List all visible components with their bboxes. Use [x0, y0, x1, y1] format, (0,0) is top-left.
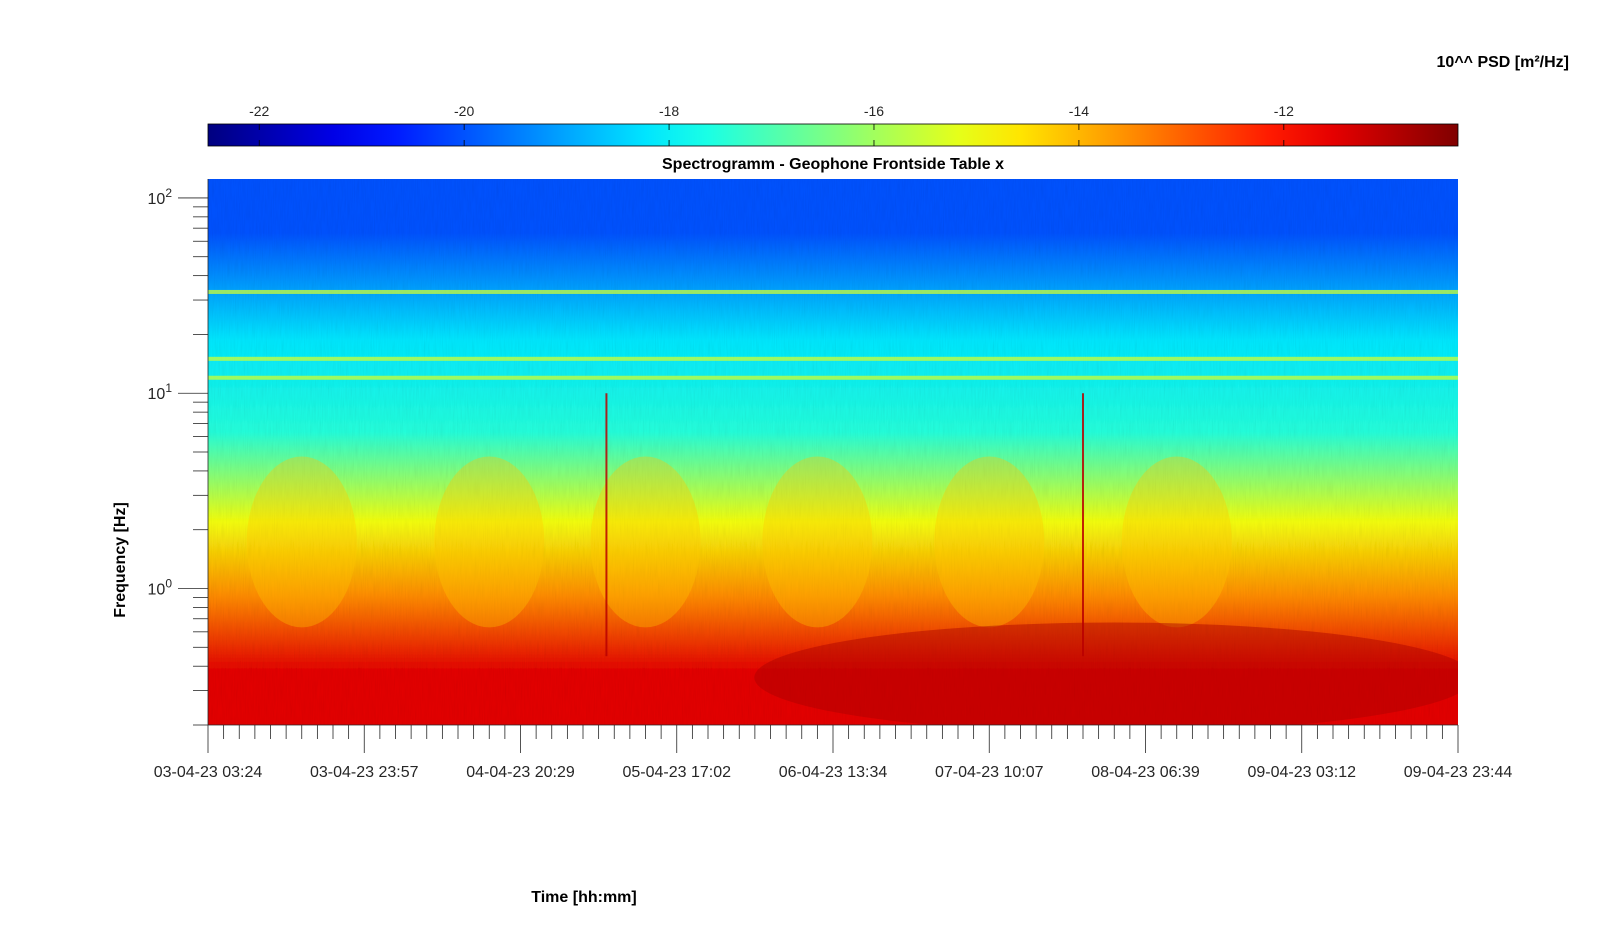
spectrogram-plot-area [208, 179, 1458, 725]
colorbar-label: 10^^ PSD [m²/Hz] [1437, 54, 1569, 71]
x-tick-label: 06-04-23 13:34 [779, 764, 888, 781]
x-tick-label: 09-04-23 03:12 [1247, 764, 1356, 781]
y-axis: 100 101 102 [148, 179, 209, 726]
x-tick-label: 03-04-23 23:57 [310, 764, 419, 781]
activity-blob [934, 456, 1045, 628]
y-tick-label: 100 [148, 577, 173, 599]
colorbar-tick-label: -12 [1274, 103, 1294, 119]
colorbar-bar [207, 123, 1459, 147]
x-tick-label: 03-04-23 03:24 [154, 764, 263, 781]
activity-blob [762, 456, 873, 628]
x-tick-label: 09-04-23 23:44 [1404, 764, 1513, 781]
y-axis-label: Frequency [Hz] [112, 502, 129, 618]
tonal-line [208, 289, 1458, 294]
spectrogram-overlays [208, 289, 1458, 725]
tonal-line [208, 375, 1458, 380]
spectrogram-image [208, 179, 1458, 725]
activity-blob [434, 456, 545, 628]
y-tick-label: 102 [148, 186, 173, 208]
x-tick-label: 07-04-23 10:07 [935, 764, 1044, 781]
colorbar: -22 -20 -18 -16 -14 -12 [207, 103, 1459, 147]
x-axis: 03-04-23 03:24 03-04-23 23:57 04-04-23 20:… [154, 724, 1513, 781]
x-axis-label: Time [hh:mm] [531, 889, 636, 906]
activity-blob [1121, 456, 1232, 628]
y-tick-label: 101 [148, 381, 173, 403]
colorbar-tick-label: -18 [659, 103, 679, 119]
activity-blob [246, 456, 357, 628]
x-tick-label: 05-04-23 17:02 [622, 764, 731, 781]
colorbar-tick-label: -20 [454, 103, 474, 119]
colorbar-tick-label: -22 [249, 103, 269, 119]
x-tick-label: 08-04-23 06:39 [1091, 764, 1200, 781]
colorbar-tick-label: -16 [864, 103, 884, 119]
x-tick-label: 04-04-23 20:29 [466, 764, 575, 781]
chart-title: Spectrogramm - Geophone Frontside Table … [662, 156, 1004, 173]
tonal-line [208, 356, 1458, 361]
colorbar-tick-label: -14 [1069, 103, 1089, 119]
activity-blob [590, 456, 701, 628]
low-frequency-peak [754, 622, 1458, 725]
